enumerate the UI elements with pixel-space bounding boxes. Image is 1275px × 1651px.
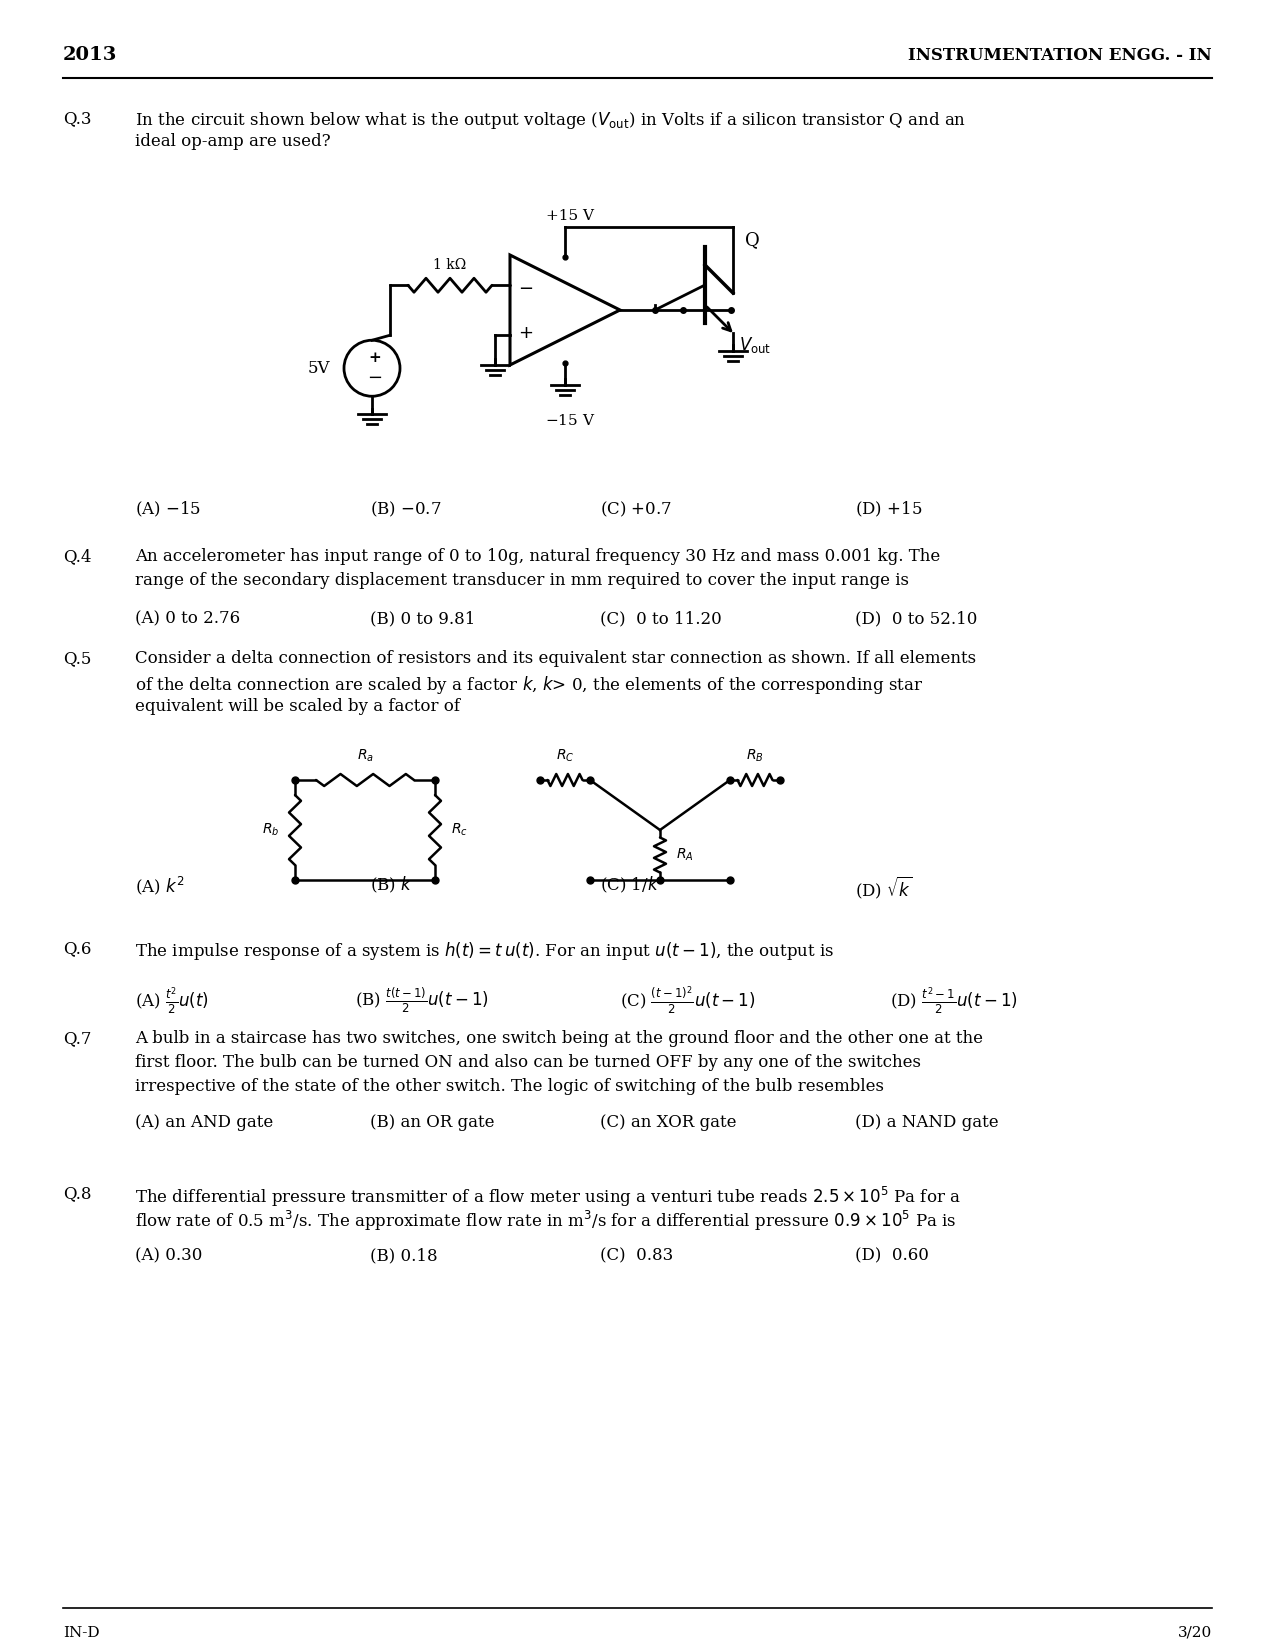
Text: $-$15 V: $-$15 V — [544, 413, 595, 428]
Text: equivalent will be scaled by a factor of: equivalent will be scaled by a factor of — [135, 698, 460, 715]
Text: 3/20: 3/20 — [1178, 1626, 1213, 1639]
Text: $R_C$: $R_C$ — [556, 748, 574, 764]
Text: (C)  0 to 11.20: (C) 0 to 11.20 — [601, 609, 722, 627]
Text: (B) an OR gate: (B) an OR gate — [370, 1114, 495, 1131]
Text: range of the secondary displacement transducer in mm required to cover the input: range of the secondary displacement tran… — [135, 571, 909, 589]
Text: $V_{\rm out}$: $V_{\rm out}$ — [740, 335, 771, 355]
Text: (D) $\frac{t^2-1}{2}u(t-1)$: (D) $\frac{t^2-1}{2}u(t-1)$ — [890, 986, 1017, 1015]
Text: Q.8: Q.8 — [62, 1185, 92, 1202]
Text: (C)  0.83: (C) 0.83 — [601, 1247, 673, 1265]
Text: Q: Q — [745, 231, 760, 249]
Text: Q.7: Q.7 — [62, 1030, 92, 1047]
Text: +: + — [368, 352, 381, 365]
Text: The impulse response of a system is $h(t) = t\,u(t)$. For an input $u(t-1)$, the: The impulse response of a system is $h(t… — [135, 939, 834, 963]
Text: flow rate of 0.5 m$^3$/s. The approximate flow rate in m$^3$/s for a differentia: flow rate of 0.5 m$^3$/s. The approximat… — [135, 1209, 956, 1233]
Text: (D) a NAND gate: (D) a NAND gate — [856, 1114, 998, 1131]
Text: A bulb in a staircase has two switches, one switch being at the ground floor and: A bulb in a staircase has two switches, … — [135, 1030, 983, 1047]
Text: (A) $k^2$: (A) $k^2$ — [135, 875, 185, 898]
Text: INSTRUMENTATION ENGG. - IN: INSTRUMENTATION ENGG. - IN — [908, 46, 1213, 63]
Text: Q.3: Q.3 — [62, 111, 92, 127]
Text: Q.4: Q.4 — [62, 548, 92, 565]
Text: (B) 0 to 9.81: (B) 0 to 9.81 — [370, 609, 476, 627]
Text: In the circuit shown below what is the output voltage ($V_{\rm out}$) in Volts i: In the circuit shown below what is the o… — [135, 111, 966, 130]
Text: irrespective of the state of the other switch. The logic of switching of the bul: irrespective of the state of the other s… — [135, 1078, 884, 1095]
Text: 5V: 5V — [307, 360, 330, 376]
Text: 2013: 2013 — [62, 46, 117, 64]
Text: of the delta connection are scaled by a factor $k$, $k$> 0, the elements of the : of the delta connection are scaled by a … — [135, 674, 923, 697]
Text: (A) an AND gate: (A) an AND gate — [135, 1114, 273, 1131]
Text: $R_B$: $R_B$ — [746, 748, 764, 764]
Text: (B) $k$: (B) $k$ — [370, 875, 413, 895]
Text: −: − — [367, 370, 382, 388]
Text: (D) $+$15: (D) $+$15 — [856, 500, 922, 520]
Text: first floor. The bulb can be turned ON and also can be turned OFF by any one of : first floor. The bulb can be turned ON a… — [135, 1053, 921, 1071]
Text: $-$: $-$ — [519, 277, 533, 296]
Text: +15 V: +15 V — [546, 210, 594, 223]
Text: $R_a$: $R_a$ — [357, 748, 374, 764]
Text: (D) $\sqrt{k}$: (D) $\sqrt{k}$ — [856, 875, 913, 901]
Text: (B) $-$0.7: (B) $-$0.7 — [370, 500, 441, 520]
Text: $R_c$: $R_c$ — [451, 822, 468, 839]
Text: (A) 0 to 2.76: (A) 0 to 2.76 — [135, 609, 240, 627]
Text: $R_b$: $R_b$ — [261, 822, 279, 839]
Text: 1 kΩ: 1 kΩ — [434, 258, 467, 272]
Text: (C) $+$0.7: (C) $+$0.7 — [601, 500, 672, 520]
Text: Q.6: Q.6 — [62, 939, 92, 958]
Text: (D)  0 to 52.10: (D) 0 to 52.10 — [856, 609, 978, 627]
Text: (A) $\frac{t^2}{2}u(t)$: (A) $\frac{t^2}{2}u(t)$ — [135, 986, 209, 1015]
Text: (A) 0.30: (A) 0.30 — [135, 1247, 203, 1265]
Text: IN-D: IN-D — [62, 1626, 99, 1639]
Text: (C) 1/$k$: (C) 1/$k$ — [601, 875, 659, 895]
Text: (A) $-$15: (A) $-$15 — [135, 500, 201, 520]
Text: $+$: $+$ — [519, 324, 533, 342]
Text: An accelerometer has input range of 0 to 10g, natural frequency 30 Hz and mass 0: An accelerometer has input range of 0 to… — [135, 548, 940, 565]
Text: Consider a delta connection of resistors and its equivalent star connection as s: Consider a delta connection of resistors… — [135, 650, 977, 667]
Text: (C) an XOR gate: (C) an XOR gate — [601, 1114, 737, 1131]
Text: (B) 0.18: (B) 0.18 — [370, 1247, 437, 1265]
Text: (D)  0.60: (D) 0.60 — [856, 1247, 929, 1265]
Text: The differential pressure transmitter of a flow meter using a venturi tube reads: The differential pressure transmitter of… — [135, 1185, 961, 1209]
Text: Q.5: Q.5 — [62, 650, 92, 667]
Text: (B) $\frac{t(t-1)}{2}u(t-1)$: (B) $\frac{t(t-1)}{2}u(t-1)$ — [354, 986, 490, 1015]
Text: (C) $\frac{(t-1)^2}{2}u(t-1)$: (C) $\frac{(t-1)^2}{2}u(t-1)$ — [620, 986, 756, 1017]
Text: $R_A$: $R_A$ — [676, 847, 694, 863]
Text: ideal op-amp are used?: ideal op-amp are used? — [135, 134, 330, 150]
